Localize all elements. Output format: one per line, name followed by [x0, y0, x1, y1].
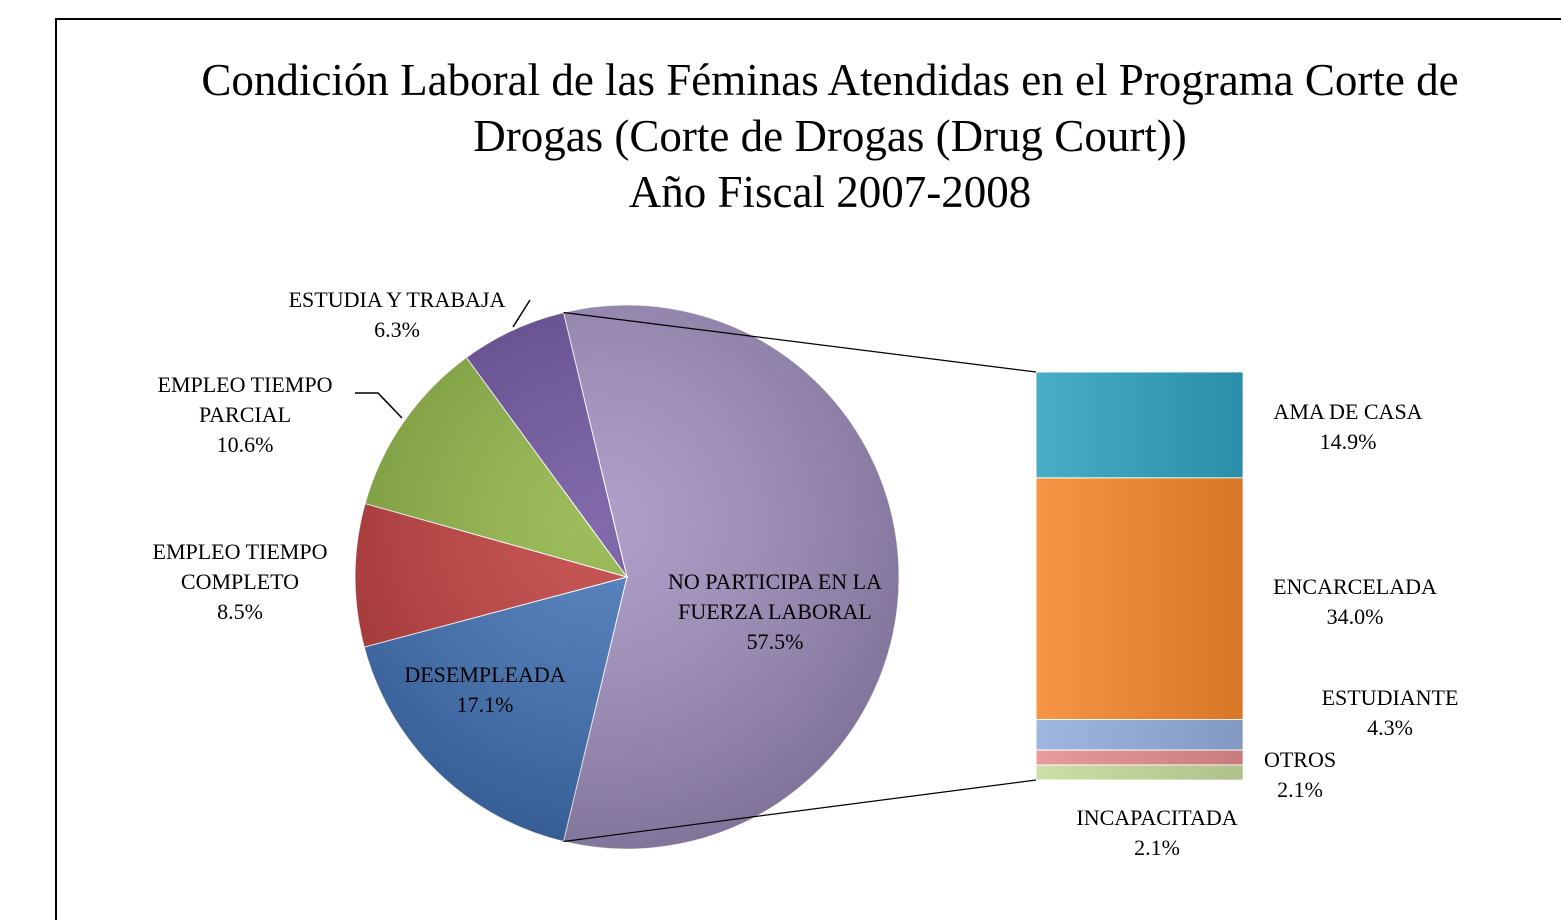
data-label: ESTUDIANTE 4.3%	[1322, 683, 1459, 743]
leader-line	[512, 299, 531, 328]
category-label: ENCARCELADA	[1273, 574, 1437, 599]
chart-title: Condición Laboral de las Féminas Atendid…	[201, 55, 1459, 161]
category-label: DESEMPLEADA	[404, 662, 566, 687]
chart-title-block: Condición Laboral de las Féminas Atendid…	[200, 52, 1460, 220]
chart-frame	[55, 18, 1561, 920]
connector-line	[563, 779, 1037, 843]
category-label: AMA DE CASA	[1273, 399, 1423, 424]
bar-segment	[1035, 749, 1244, 766]
value-label: 2.1%	[1134, 835, 1180, 860]
data-label: NO PARTICIPA EN LA FUERZA LABORAL 57.5%	[658, 567, 893, 657]
data-label: OTROS 2.1%	[1264, 745, 1336, 805]
value-label: 6.3%	[374, 317, 420, 342]
bar-segment	[1035, 371, 1244, 479]
category-label: EMPLEO TIEMPO PARCIAL	[157, 372, 333, 427]
bar-segment	[1035, 719, 1244, 751]
value-label: 17.1%	[456, 692, 514, 717]
value-label: 14.9%	[1319, 429, 1377, 454]
category-label: NO PARTICIPA EN LA FUERZA LABORAL	[667, 569, 883, 624]
data-label: DESEMPLEADA 17.1%	[404, 660, 565, 720]
value-label: 4.3%	[1367, 715, 1413, 740]
value-label: 10.6%	[216, 432, 274, 457]
category-label: ESTUDIANTE	[1321, 685, 1459, 710]
data-label: EMPLEO TIEMPO PARCIAL 10.6%	[135, 370, 355, 460]
data-label: AMA DE CASA 14.9%	[1273, 397, 1422, 457]
data-label: ESTUDIA Y TRABAJA 6.3%	[289, 285, 506, 345]
bar-segment	[1035, 477, 1244, 721]
data-label: ENCARCELADA 34.0%	[1273, 572, 1437, 632]
connector-line	[563, 311, 1037, 373]
value-label: 34.0%	[1326, 604, 1384, 629]
data-label: EMPLEO TIEMPO COMPLETO 8.5%	[130, 537, 350, 627]
leader-line	[355, 392, 403, 419]
value-label: 2.1%	[1277, 777, 1323, 802]
value-label: 57.5%	[746, 629, 804, 654]
category-label: ESTUDIA Y TRABAJA	[288, 287, 506, 312]
category-label: EMPLEO TIEMPO COMPLETO	[152, 539, 328, 594]
chart-subtitle: Año Fiscal 2007-2008	[628, 167, 1032, 217]
category-label: OTROS	[1263, 747, 1337, 772]
value-label: 8.5%	[217, 599, 263, 624]
category-label: INCAPACITADA	[1076, 805, 1238, 830]
bar-segment	[1035, 764, 1244, 781]
data-label: INCAPACITADA 2.1%	[1076, 803, 1237, 863]
